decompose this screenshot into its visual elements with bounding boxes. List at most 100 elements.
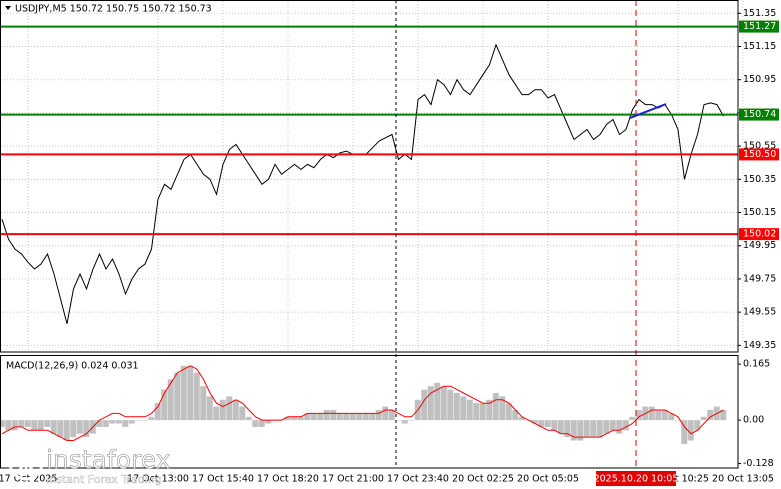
x-tick-label: 20 Oct 13:05 — [712, 474, 774, 485]
histogram-bar — [622, 420, 629, 431]
x-tick-label: 17 Oct 23:40 — [387, 474, 449, 485]
y-tick-label: 150.15 — [743, 207, 776, 218]
x-tick-label: 17 Oct 18:20 — [257, 474, 319, 485]
histogram-bar — [5, 420, 12, 431]
histogram-bar — [83, 420, 90, 438]
level-label: 150.50 — [743, 149, 776, 160]
histogram-bar — [570, 420, 577, 441]
histogram-bar — [557, 420, 564, 434]
x-tick-label: 17 Oct 21:00 — [322, 474, 384, 485]
histogram-bar — [239, 406, 246, 421]
histogram-bar — [265, 420, 272, 424]
histogram-bar — [609, 420, 616, 431]
histogram-bar — [661, 409, 668, 421]
histogram-bar — [18, 420, 25, 427]
histogram-bar — [694, 420, 701, 431]
histogram-bar — [577, 420, 584, 441]
histogram-bar — [375, 409, 382, 421]
y-tick-label: 149.55 — [743, 307, 776, 318]
histogram-bar — [70, 420, 77, 438]
level-label-box — [739, 108, 779, 121]
histogram-bar — [31, 420, 38, 431]
histogram-bar — [258, 420, 265, 427]
histogram-bar — [473, 403, 480, 421]
histogram-bar — [674, 420, 681, 421]
histogram-bar — [362, 413, 369, 421]
histogram-bar — [460, 396, 467, 421]
histogram-bar — [395, 420, 402, 421]
histogram-bar — [655, 409, 662, 421]
logo — [8, 445, 44, 481]
level-label-box — [739, 20, 779, 33]
histogram-bar — [343, 413, 350, 421]
histogram-bar — [154, 403, 161, 421]
histogram-bar — [141, 420, 148, 421]
histogram-bar — [616, 420, 623, 434]
histogram-bar — [720, 409, 727, 421]
histogram-bar — [109, 420, 116, 424]
histogram-bar — [447, 389, 454, 421]
level-label: 150.74 — [743, 109, 776, 120]
histogram-bar — [388, 409, 395, 421]
histogram-bar — [232, 399, 239, 421]
y-tick-label: -0.128 — [743, 458, 774, 469]
histogram-bar — [76, 420, 83, 434]
histogram-bar — [252, 420, 259, 427]
histogram-bar — [538, 420, 545, 427]
y-tick-label: 151.15 — [743, 41, 776, 52]
histogram-bar — [635, 409, 642, 421]
histogram-bar — [590, 420, 597, 438]
histogram-bar — [135, 420, 142, 421]
histogram-bar — [687, 420, 694, 441]
macd-title: MACD(12,26,9) 0.024 0.031 — [6, 361, 139, 372]
histogram-bar — [174, 372, 181, 421]
histogram-bar — [603, 420, 610, 434]
histogram-bar — [11, 420, 18, 431]
y-tick-label: 151.35 — [743, 8, 776, 19]
histogram-bar — [37, 420, 44, 431]
logo-rays — [16, 453, 36, 473]
x-tick-label: 17 Oct 15:40 — [192, 474, 254, 485]
histogram-bar — [453, 392, 460, 421]
histogram-bar — [44, 420, 51, 427]
level-label: 150.02 — [743, 229, 776, 240]
y-tick-label: 149.95 — [743, 240, 776, 251]
histogram-bar — [408, 420, 415, 421]
brand: instaforex — [46, 445, 171, 474]
x-tick-label: 17 Oct 13:00 — [127, 474, 189, 485]
histogram-bar — [206, 396, 213, 421]
x-tick-label: 20 Oct 02:25 — [452, 474, 514, 485]
histogram-bar — [440, 386, 447, 421]
histogram-bar — [167, 379, 174, 421]
histogram-bar — [24, 420, 31, 427]
tagline: Instant Forex Trading — [46, 473, 162, 486]
y-tick-label: 149.35 — [743, 340, 776, 351]
histogram-bar — [63, 420, 70, 441]
histogram-bar — [551, 420, 558, 431]
y-tick-label: 0.165 — [743, 359, 770, 370]
histogram-bar — [596, 420, 603, 438]
histogram-bar — [161, 389, 168, 421]
histogram-bar — [544, 420, 551, 427]
histogram-bar — [102, 420, 109, 427]
histogram-bar — [564, 420, 571, 438]
histogram-bar — [707, 409, 714, 421]
histogram-bar — [629, 416, 636, 421]
symbol-arrow — [5, 6, 11, 10]
y-tick-label: 150.55 — [743, 141, 776, 152]
histogram-bar — [317, 413, 324, 421]
cursor-label: 2025.10.20 10:05 — [594, 474, 679, 485]
histogram-bar — [193, 372, 200, 421]
histogram-bar — [700, 416, 707, 421]
histogram-bar — [668, 413, 675, 421]
histogram-bar — [304, 413, 311, 421]
histogram-bar — [284, 416, 291, 421]
histogram-bar — [486, 399, 493, 421]
signal-line — [1, 365, 724, 441]
histogram-bar — [583, 420, 590, 438]
macd-frame — [0, 355, 739, 469]
histogram-bar — [531, 420, 538, 424]
histogram-bar — [219, 399, 226, 421]
histogram-bar — [291, 416, 298, 421]
histogram-bar — [297, 416, 304, 421]
